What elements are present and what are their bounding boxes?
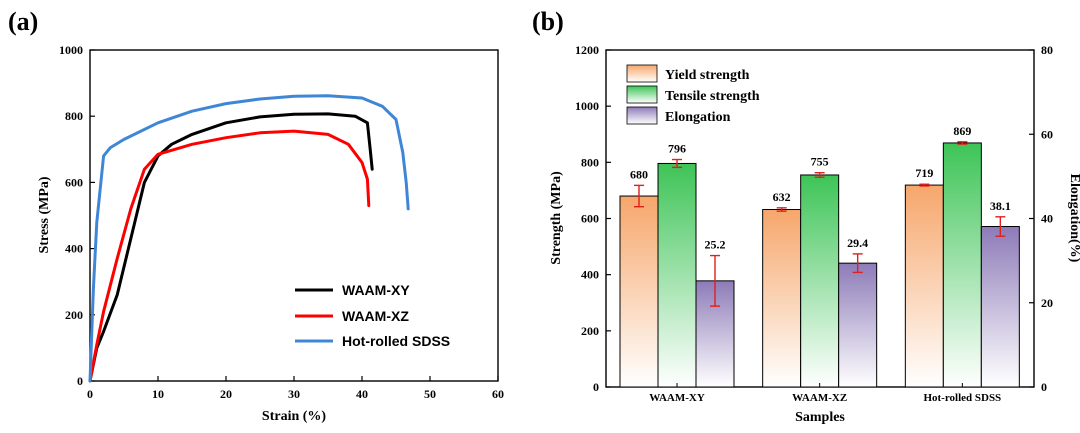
data-label-yield-strength: 680 — [630, 167, 648, 181]
panel-b-axes: 0 200 400 600 800 1000 1200 0 20 40 60 80 WAAM-XY WAA… — [575, 43, 1053, 404]
panel-a-plot-frame — [89, 49, 499, 382]
panel-b-legend: Yield strength Tensile strength Elongati… — [626, 64, 760, 125]
panel-a-y-tick-label: 0 — [77, 374, 83, 388]
panel-b-y-axis-title: Strength (MPa) — [549, 171, 564, 265]
panel-b-y-tick-label: 1200 — [575, 43, 599, 57]
panel-a-x-tick-label: 0 — [87, 387, 93, 401]
legend-label-elongation: Elongation — [665, 110, 731, 125]
panel-a-x-tick-label: 60 — [492, 387, 504, 401]
panel-a-y-tick-label: 800 — [65, 109, 83, 123]
panel-a-y-axis-title: Stress (MPa) — [37, 176, 52, 253]
data-label-tensile-strength: 755 — [811, 155, 829, 169]
panel-a-y-tick-label: 400 — [65, 242, 83, 256]
panel-a-x-tick-label: 20 — [220, 387, 232, 401]
panel-b-y2-tick-label: 0 — [1041, 380, 1047, 394]
series-line-hot-rolled-sdss — [88, 94, 410, 383]
panel-b-y2-tick-label: 60 — [1041, 127, 1053, 141]
data-label-elongation: 25.2 — [705, 238, 726, 252]
panel-b-y2-axis-title: Elongation(%) — [1067, 174, 1080, 263]
bar-tensile-strength — [942, 142, 982, 388]
legend-label-yield: Yield strength — [665, 68, 750, 83]
panel-b-bars: 680 796 25.2 632 755 29.4 719 869 38.1 — [619, 124, 1020, 388]
panel-b-category-label: WAAM-XY — [649, 392, 705, 404]
bar-yield-strength — [762, 209, 802, 388]
series-line-waam-xz — [88, 129, 371, 383]
bar-yield-strength — [619, 195, 659, 388]
panel-a-x-tick-label: 40 — [356, 387, 368, 401]
panel-a-x-tick-label: 50 — [424, 387, 436, 401]
panel-a-legend: WAAM-XY WAAM-XZ Hot-rolled SDSS — [295, 282, 450, 349]
series-line-waam-xy — [88, 112, 374, 383]
panel-a-x-axis-title: Strain (%) — [262, 409, 327, 424]
legend-label-waam-xz: WAAM-XZ — [342, 308, 409, 324]
legend-label-hot-rolled: Hot-rolled SDSS — [342, 333, 450, 349]
panel-b-label: (b) — [532, 7, 564, 36]
data-label-elongation: 29.4 — [847, 236, 868, 250]
legend-swatch-elongation — [626, 106, 658, 125]
panel-b-y-tick-label: 0 — [593, 380, 599, 394]
bar-tensile-strength — [657, 162, 697, 388]
bar-elongation — [838, 262, 878, 388]
data-label-elongation: 38.1 — [990, 199, 1011, 213]
panel-b-x-axis-title: Samples — [795, 410, 845, 425]
panel-a-label: (a) — [8, 7, 38, 36]
legend-swatch-yield — [626, 64, 658, 83]
panel-a-y-tick-label: 200 — [65, 308, 83, 322]
data-label-yield-strength: 719 — [915, 166, 933, 180]
panel-a-series — [88, 94, 410, 383]
panel-a-y-tick-label: 1000 — [59, 43, 83, 57]
legend-label-tensile: Tensile strength — [665, 89, 760, 104]
bar-yield-strength — [904, 184, 944, 388]
panel-b-y-tick-label: 400 — [581, 268, 599, 282]
panel-b-y-tick-label: 1000 — [575, 99, 599, 113]
bar-elongation — [980, 226, 1020, 388]
data-label-tensile-strength: 796 — [668, 142, 686, 156]
panel-b-category-label: WAAM-XZ — [792, 392, 847, 404]
panel-a-x-tick-label: 30 — [288, 387, 300, 401]
panel-b-y-tick-label: 800 — [581, 155, 599, 169]
panel-b-y2-tick-label: 20 — [1041, 296, 1053, 310]
data-label-tensile-strength: 869 — [953, 124, 971, 138]
legend-swatch-tensile — [626, 85, 658, 104]
bar-tensile-strength — [800, 174, 840, 388]
panel-b-y2-tick-label: 80 — [1041, 43, 1053, 57]
panel-b-y2-tick-label: 40 — [1041, 212, 1053, 226]
panel-b-category-label: Hot-rolled SDSS — [923, 392, 1001, 404]
panel-b-y-tick-label: 600 — [581, 212, 599, 226]
legend-label-waam-xy: WAAM-XY — [342, 282, 410, 298]
panel-a-x-tick-label: 10 — [152, 387, 164, 401]
data-label-yield-strength: 632 — [773, 190, 791, 204]
panel-a-y-tick-label: 600 — [65, 175, 83, 189]
panel-b-y-tick-label: 200 — [581, 324, 599, 338]
